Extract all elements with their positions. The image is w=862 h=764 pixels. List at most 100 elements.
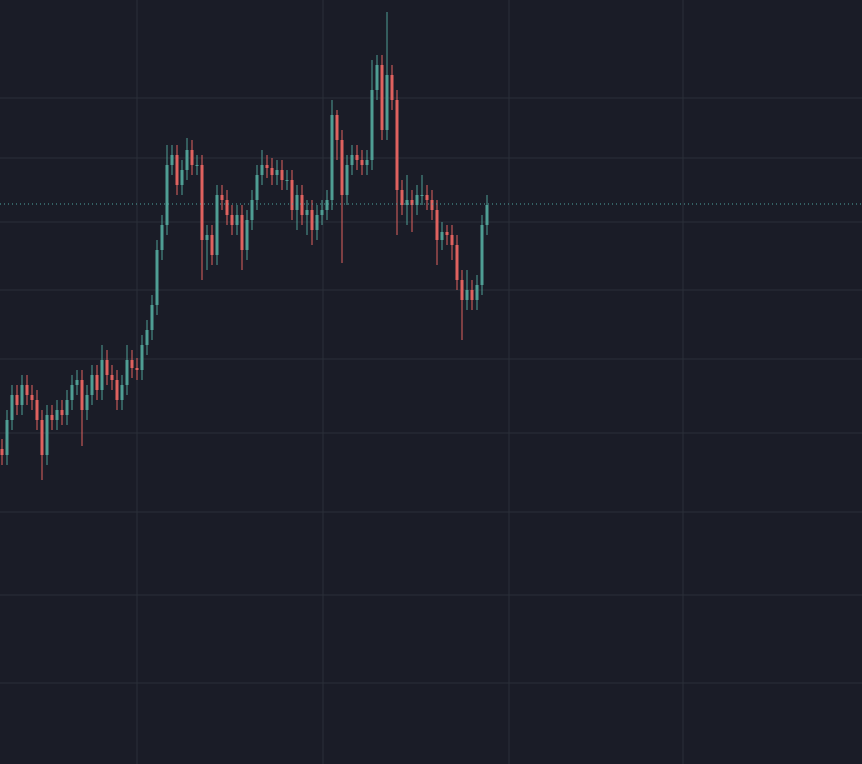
candle-body [465,290,469,300]
candle-body [385,75,389,130]
candle-body [290,180,294,210]
candle-body [195,165,199,166]
candle-body [295,195,299,210]
candle-body [210,235,214,255]
candle-body [110,375,114,380]
candle-body [20,385,24,405]
candle-body [65,400,69,415]
candle-body [85,395,89,410]
candle-body [170,155,174,165]
candle-body [310,210,314,230]
candle-body [345,165,349,195]
candle-body [410,200,414,205]
candle-body [455,245,459,280]
candle-body [185,150,189,170]
candle-body [380,65,384,130]
candle-body [480,225,484,285]
candle-body [130,360,134,368]
candle-body [265,165,269,168]
candle-body [175,155,179,185]
candle-body [5,420,9,455]
candle-body [330,115,334,200]
candle-body [135,368,139,370]
candle-body [30,395,34,400]
candle-body [435,210,439,240]
candle-body [125,360,129,385]
candle-body [240,215,244,250]
candle-body [320,210,324,215]
candle-body [115,380,119,400]
candle-body [285,180,289,181]
candle-body [370,90,374,160]
candle-body [60,410,64,415]
candle-body [120,385,124,400]
candle-body [15,395,19,405]
candle-body [235,215,239,225]
candle-body [430,200,434,210]
candle-body [50,415,54,420]
candle-body [0,449,4,455]
candle-body [365,160,369,165]
candle-body [200,165,204,240]
candle-body [255,175,259,200]
candle-body [300,195,304,215]
candle-body [95,375,99,390]
candle-body [180,170,184,185]
candle-body [475,285,479,300]
candle-body [355,155,359,160]
candle-body [335,115,339,140]
candle-body [445,232,449,235]
candle-body [340,140,344,195]
candle-body [140,345,144,370]
candle-body [440,232,444,240]
candle-body [35,400,39,420]
candle-body [55,410,59,420]
candle-body [160,225,164,250]
candle-body [250,200,254,220]
candle-body [25,385,29,395]
candle-body [400,190,404,205]
candle-body [245,220,249,250]
candle-body [415,195,419,205]
candle-body [405,200,409,205]
candle-body [190,150,194,165]
candle-body [420,195,424,196]
candle-body [270,168,274,175]
candle-body [225,200,229,215]
candle-body [165,165,169,225]
candle-body [45,415,49,455]
candle-body [90,375,94,395]
candle-body [215,195,219,255]
candle-body [220,195,224,200]
candle-body [145,330,149,345]
candle-body [325,200,329,210]
candle-body [260,165,264,175]
candle-body [205,235,209,240]
candle-body [70,385,74,400]
candle-body [450,235,454,245]
candle-body [150,305,154,330]
candle-body [375,65,379,90]
candle-body [485,205,489,225]
candle-body [230,215,234,225]
candle-body [305,210,309,215]
candle-body [390,75,394,100]
candle-body [10,395,14,420]
candle-body [425,195,429,200]
candle-body [155,250,159,305]
candle-body [360,160,364,165]
candle-body [460,280,464,300]
candle-body [75,380,79,385]
candle-body [105,360,109,375]
candle-body [280,170,284,180]
candle-body [100,360,104,390]
candle-body [80,380,84,410]
candle-body [350,155,354,165]
candle-body [470,290,474,300]
candle-body [315,215,319,230]
candle-body [275,170,279,175]
candle-body [40,420,44,455]
candle-body [395,100,399,190]
